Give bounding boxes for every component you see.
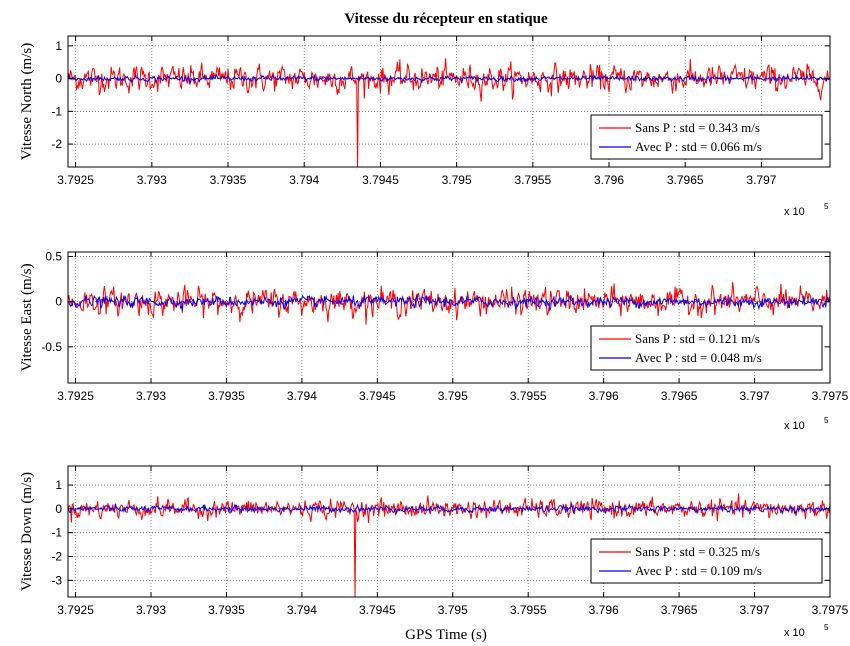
legend-box: [590, 538, 823, 584]
x-exponent-power: 5: [824, 202, 829, 211]
legend-entry: Sans P : std = 0.343 m/s: [635, 120, 760, 135]
x-tick-label: 3.793: [136, 389, 166, 403]
x-tick-label: 3.793: [137, 173, 167, 187]
x-tick-label: 3.796: [594, 173, 624, 187]
y-axis-label: Vitesse North (m/s): [19, 43, 35, 160]
legend-entry: Avec P : std = 0.109 m/s: [635, 563, 762, 578]
x-tick-label: 3.7955: [510, 603, 547, 617]
y-tick-label: -1: [51, 526, 62, 540]
x-exponent-power: 5: [824, 416, 829, 425]
x-axis-label: GPS Time (s): [405, 627, 487, 643]
series-line-avec-p: [67, 293, 831, 313]
y-tick-label: -1: [51, 104, 62, 118]
y-tick-label: -2: [51, 550, 62, 564]
x-tick-label: 3.794: [289, 173, 319, 187]
y-axis-label: Vitesse Down (m/s): [19, 472, 35, 591]
legend-entry: Sans P : std = 0.325 m/s: [635, 544, 760, 559]
axes-box: [67, 251, 831, 384]
x-tick-label: 3.794: [287, 603, 317, 617]
legend-entry: Avec P : std = 0.048 m/s: [635, 350, 762, 365]
x-tick-label: 3.796: [589, 389, 619, 403]
axes-box: [67, 465, 831, 598]
x-exponent-label: x 10: [784, 206, 805, 218]
x-tick-label: 3.7945: [359, 603, 396, 617]
x-tick-label: 3.7935: [208, 603, 245, 617]
x-tick-label: 3.7965: [661, 389, 698, 403]
y-tick-label: -0.5: [41, 340, 62, 354]
x-tick-label: 3.795: [442, 173, 472, 187]
x-tick-label: 3.7965: [661, 603, 698, 617]
x-tick-label: 3.7955: [514, 173, 551, 187]
panel-down: 3.7925 3.793 3.7935 3.794 3.7945 3.795 3.7955 3…: [19, 465, 849, 639]
legend-box: [590, 114, 823, 160]
x-tick-label: 3.797: [740, 389, 770, 403]
x-tick-label: 3.7975: [812, 389, 849, 403]
axes-box: [67, 35, 831, 168]
x-exponent-power: 5: [824, 623, 829, 632]
y-tick-label: 0: [55, 502, 62, 516]
x-exponent-label: x 10: [784, 627, 805, 639]
x-tick-label: 3.7935: [208, 389, 245, 403]
panel-north: 3.7925 3.793 3.7935 3.794 3.7945 3.795 3.7955 3…: [19, 35, 831, 218]
y-tick-label: 0: [55, 72, 62, 86]
x-tick-label: 3.795: [438, 389, 468, 403]
series-line-avec-p: [67, 502, 831, 515]
x-tick-label: 3.7975: [812, 603, 849, 617]
series-line-avec-p: [67, 73, 831, 86]
x-tick-label: 3.7925: [57, 389, 94, 403]
series-line-sans-p: [67, 493, 831, 598]
x-exponent-label: x 10: [784, 420, 805, 432]
x-tick-label: 3.797: [746, 173, 776, 187]
y-tick-label: 0.5: [45, 250, 62, 264]
legend-entry: Sans P : std = 0.121 m/s: [635, 331, 760, 346]
x-tick-label: 3.7925: [57, 173, 94, 187]
x-tick-label: 3.797: [740, 603, 770, 617]
y-tick-label: 1: [55, 39, 62, 53]
x-tick-label: 3.7925: [57, 603, 94, 617]
x-tick-label: 3.794: [287, 389, 317, 403]
x-tick-label: 3.793: [136, 603, 166, 617]
y-tick-label: -3: [51, 573, 62, 587]
x-tick-label: 3.795: [438, 603, 468, 617]
y-axis-label: Vitesse East (m/s): [19, 263, 35, 371]
legend-box: [590, 325, 823, 371]
x-tick-label: 3.7955: [510, 389, 547, 403]
legend-entry: Avec P : std = 0.066 m/s: [635, 139, 762, 154]
x-tick-label: 3.7945: [362, 173, 399, 187]
panel-east: 3.7925 3.793 3.7935 3.794 3.7945 3.795 3.7955 3…: [19, 250, 849, 432]
x-tick-label: 3.7965: [667, 173, 704, 187]
chart-title: Vitesse du récepteur en statique: [344, 11, 548, 27]
y-tick-label: 1: [55, 478, 62, 492]
y-tick-label: 0: [55, 295, 62, 309]
x-tick-label: 3.7945: [359, 389, 396, 403]
y-tick-label: -2: [51, 137, 62, 151]
x-tick-label: 3.7935: [210, 173, 247, 187]
x-tick-label: 3.796: [589, 603, 619, 617]
series-line-sans-p: [67, 282, 831, 325]
